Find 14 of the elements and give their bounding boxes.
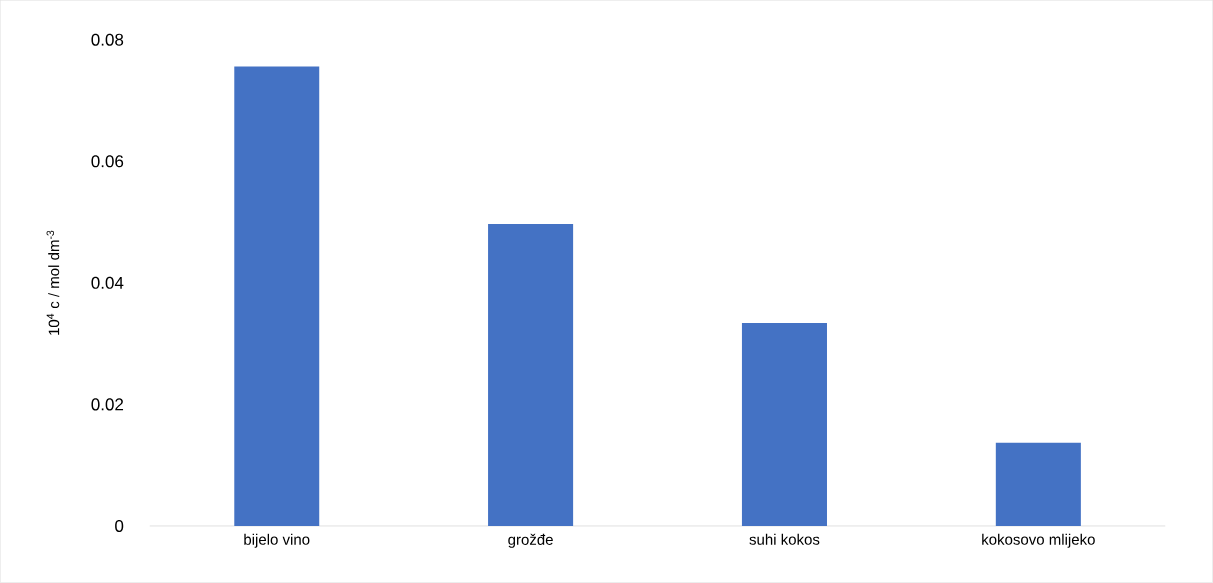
x-tick-label: bijelo vino [244, 533, 310, 548]
bar [488, 224, 574, 527]
bar [741, 323, 827, 527]
y-axis-title: 10$^{4}$ c / mol dm$^{-3}$ [46, 230, 60, 335]
y-tick-label: 0.08 [91, 33, 124, 46]
x-tick-label: suhi kokos [749, 533, 820, 545]
y-tick-label: 0.02 [91, 398, 124, 411]
x-tick-label: kokosovo mlijeko [982, 533, 1095, 548]
y-tick-label: 0.04 [91, 276, 124, 290]
x-tick-label: grožđe [508, 533, 553, 549]
y-tick-label: 0 [115, 520, 124, 533]
bar [995, 442, 1081, 527]
bar [234, 66, 320, 527]
y-tick-label: 0.06 [91, 155, 124, 168]
